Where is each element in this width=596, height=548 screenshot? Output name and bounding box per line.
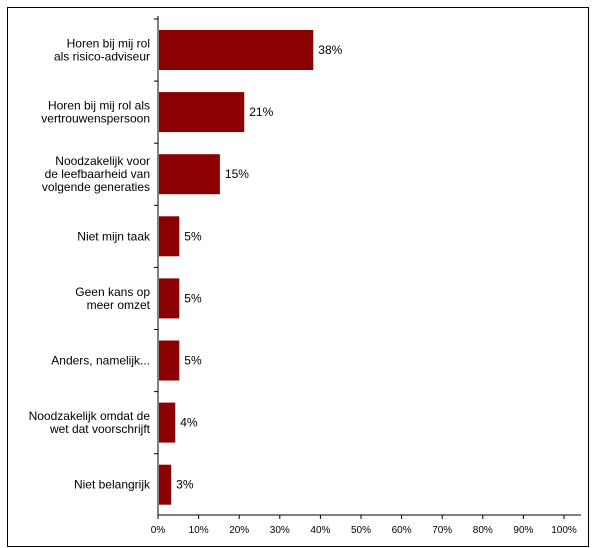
category-label-line: als risico-adviseur xyxy=(54,50,150,64)
data-label: 4% xyxy=(180,416,198,430)
category-label: Noodzakelijk omdat de wet dat voorschrijf… xyxy=(29,409,151,436)
data-label: 5% xyxy=(184,291,202,305)
category-label-line: Niet mijn taak xyxy=(77,229,151,243)
category-label-line: Anders, namelijk... xyxy=(51,354,150,368)
category-label: Niet belangrijk xyxy=(74,478,151,492)
category-label: Horen bij mij rol als risico-adviseur xyxy=(54,37,150,64)
category-label: Horen bij mij rol als vertrouwenspersoon xyxy=(41,99,150,126)
data-label: 15% xyxy=(225,167,249,181)
category-label-line: Horen bij mij rol xyxy=(67,37,150,51)
data-label: 5% xyxy=(184,229,202,243)
x-tick-label: 20% xyxy=(229,525,249,536)
category-label-line: Niet belangrijk xyxy=(74,478,151,492)
bar xyxy=(159,278,180,319)
x-tick-label: 10% xyxy=(189,525,209,536)
bar xyxy=(159,402,176,443)
x-tick-label: 90% xyxy=(513,525,533,536)
data-label: 5% xyxy=(184,354,202,368)
category-label: Geen kans op meer omzet xyxy=(75,285,150,312)
category-label-line: vertrouwenspersoon xyxy=(41,112,150,126)
bar xyxy=(159,154,220,195)
chart-frame: 0% 10% 20% 30% 40% 50% 60% 70% 80% 90% 100% 38% Hore… xyxy=(7,7,589,547)
data-label: 21% xyxy=(249,105,273,119)
category-label-line: Geen kans op xyxy=(75,285,150,299)
bar xyxy=(159,92,245,133)
category-label-line: volgende generaties xyxy=(42,180,150,194)
category-label-line: Horen bij mij rol als xyxy=(48,99,150,113)
data-label: 3% xyxy=(176,478,194,492)
category-label: Niet mijn taak xyxy=(77,229,151,243)
data-label: 38% xyxy=(318,43,342,57)
category-label-line: Noodzakelijk omdat de xyxy=(29,409,151,423)
x-tick-label: 60% xyxy=(392,525,412,536)
category-label-line: de leefbaarheid van xyxy=(45,167,150,181)
x-tick-label: 40% xyxy=(310,525,330,536)
category-label-line: meer omzet xyxy=(87,298,151,312)
bar xyxy=(159,340,180,381)
category-label: Noodzakelijk voor de leefbaarheid van volg… xyxy=(42,154,150,194)
bar xyxy=(159,30,314,70)
x-tick-label: 30% xyxy=(270,525,290,536)
x-tick-label: 0% xyxy=(151,525,166,536)
bar xyxy=(159,464,172,505)
x-tick-label: 70% xyxy=(432,525,452,536)
bar xyxy=(159,216,180,257)
x-tick-label: 80% xyxy=(473,525,493,536)
category-label-line: wet dat voorschrijft xyxy=(49,422,151,436)
x-tick-label: 100% xyxy=(551,525,577,536)
x-tick-label: 50% xyxy=(351,525,371,536)
bar-chart: 0% 10% 20% 30% 40% 50% 60% 70% 80% 90% 100% 38% Hore… xyxy=(29,16,581,536)
category-label: Anders, namelijk... xyxy=(51,354,150,368)
category-label-line: Noodzakelijk voor xyxy=(55,154,150,168)
